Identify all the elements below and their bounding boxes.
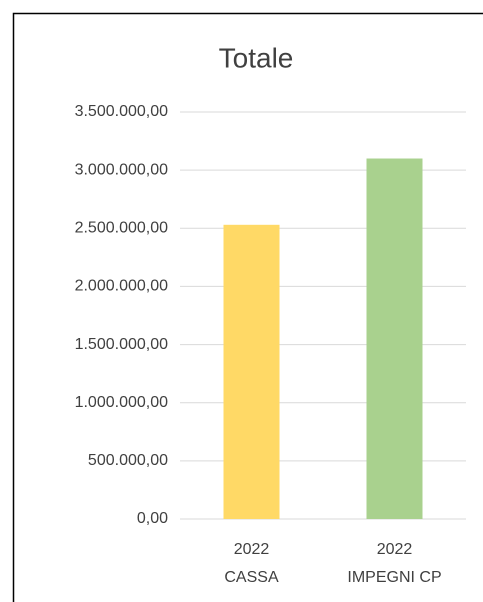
- y-tick-label: 500.000,00: [88, 452, 168, 469]
- x-tick-label: 2022: [377, 541, 413, 558]
- y-tick-label: 1.000.000,00: [75, 394, 169, 411]
- y-tick-label: 2.500.000,00: [75, 220, 169, 237]
- bar: [223, 224, 280, 519]
- y-tick-label: 2.000.000,00: [75, 278, 169, 295]
- y-tick-label: 0,00: [137, 510, 168, 527]
- y-tick-label: 3.000.000,00: [75, 161, 169, 178]
- chart-title: Totale: [219, 42, 294, 73]
- x-tick-label: CASSA: [224, 569, 279, 586]
- x-tick-label: IMPEGNI CP: [347, 569, 441, 586]
- y-tick-label: 3.500.000,00: [75, 103, 169, 120]
- y-tick-label: 1.500.000,00: [75, 336, 169, 353]
- bar: [366, 158, 423, 519]
- x-tick-label: 2022: [234, 541, 270, 558]
